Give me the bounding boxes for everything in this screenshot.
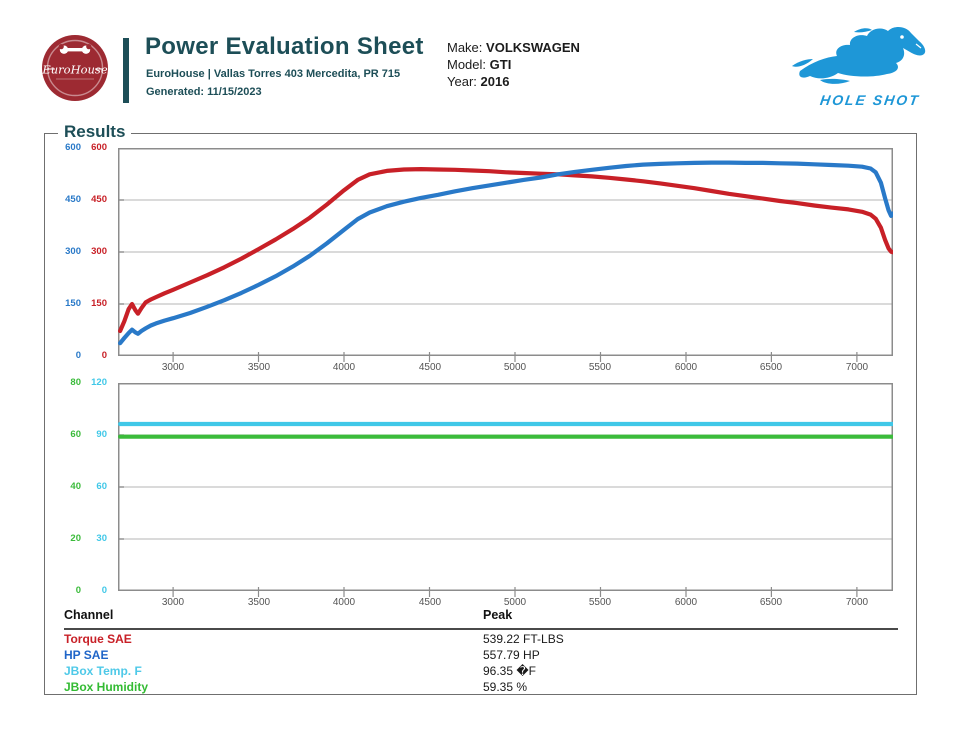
y-tick-label: 40 (70, 481, 81, 492)
model-value: GTI (489, 57, 512, 72)
make-label: Make: (447, 40, 483, 55)
wrench-icon (58, 44, 92, 54)
peak-cell: 539.22 FT-LBS (483, 632, 564, 646)
curve-torque-sae (118, 167, 893, 334)
y-tick-label: 300 (91, 246, 107, 257)
y-tick-label: 600 (65, 142, 81, 153)
title-accent-bar (123, 38, 129, 103)
channel-cell: JBox Temp. F (64, 664, 142, 678)
generated-date: Generated: 11/15/2023 (146, 86, 262, 98)
y-tick-label: 120 (91, 377, 107, 388)
table-header-peak: Peak (483, 608, 513, 622)
channel-cell: Torque SAE (64, 632, 132, 646)
x-tick-label: 7000 (845, 362, 869, 373)
x-tick-label: 4500 (418, 597, 442, 608)
x-tick-label: 3000 (161, 362, 185, 373)
y-tick-label: 450 (91, 194, 107, 205)
channel-cell: JBox Humidity (64, 680, 149, 694)
holeshot-horse-icon (792, 27, 926, 84)
y-tick-label: 600 (91, 142, 107, 153)
table-header-rule (64, 628, 898, 630)
vehicle-make-row: Make: VOLKSWAGEN (447, 40, 580, 55)
vehicle-model-row: Model: GTI (447, 57, 511, 72)
x-tick-label: 3500 (247, 597, 271, 608)
x-tick-label: 5000 (503, 597, 527, 608)
holeshot-logo-text: HOLE SHOT (819, 92, 921, 108)
year-value: 2016 (480, 74, 510, 89)
plot-border (118, 383, 893, 591)
x-tick-label: 3500 (247, 362, 271, 373)
model-label: Model: (447, 57, 487, 72)
y-tick-label: 80 (70, 377, 81, 388)
y-tick-label: 300 (65, 246, 81, 257)
y-tick-label: 150 (91, 298, 107, 309)
y-tick-label: 0 (101, 350, 107, 361)
peak-cell: 59.35 % (483, 680, 528, 694)
x-tick-label: 6500 (759, 597, 783, 608)
x-tick-label: 4000 (332, 362, 356, 373)
y-tick-label: 20 (70, 533, 81, 544)
make-value: VOLKSWAGEN (486, 40, 580, 55)
y-tick-label: 450 (65, 194, 81, 205)
y-tick-label: 90 (96, 429, 107, 440)
logo-brand-text: EuroHouse (41, 63, 107, 77)
page-title: Power Evaluation Sheet (145, 33, 424, 60)
y-tick-label: 60 (96, 481, 107, 492)
year-label: Year: (447, 74, 477, 89)
shop-address: EuroHouse | Vallas Torres 403 Mercedita,… (146, 68, 401, 80)
x-tick-label: 7000 (845, 597, 869, 608)
x-tick-label: 6500 (759, 362, 783, 373)
x-tick-label: 6000 (674, 362, 698, 373)
results-groupbox (44, 133, 917, 695)
channel-cell: HP SAE (64, 648, 109, 662)
x-tick-label: 4000 (332, 597, 356, 608)
x-tick-label: 6000 (674, 597, 698, 608)
x-tick-label: 5500 (588, 362, 612, 373)
power-torque-chart (118, 148, 893, 362)
x-tick-label: 5000 (503, 362, 527, 373)
environment-chart (118, 383, 893, 597)
vehicle-year-row: Year: 2016 (447, 74, 509, 89)
peak-cell: 557.79 HP (483, 648, 540, 662)
eurohouse-logo: EuroHouse (41, 35, 108, 101)
results-legend: Results (58, 122, 132, 142)
peak-cell: 96.35 �F (483, 664, 536, 678)
y-tick-label: 0 (75, 350, 81, 361)
x-tick-label: 5500 (588, 597, 612, 608)
y-tick-label: 150 (65, 298, 81, 309)
table-header-channel: Channel (64, 608, 114, 622)
y-tick-label: 0 (101, 585, 107, 596)
x-tick-label: 3000 (161, 597, 185, 608)
y-tick-label: 30 (96, 533, 107, 544)
x-tick-label: 4500 (418, 362, 442, 373)
y-tick-label: 0 (75, 585, 81, 596)
y-tick-label: 60 (70, 429, 81, 440)
curve-hp-sae (118, 160, 893, 346)
